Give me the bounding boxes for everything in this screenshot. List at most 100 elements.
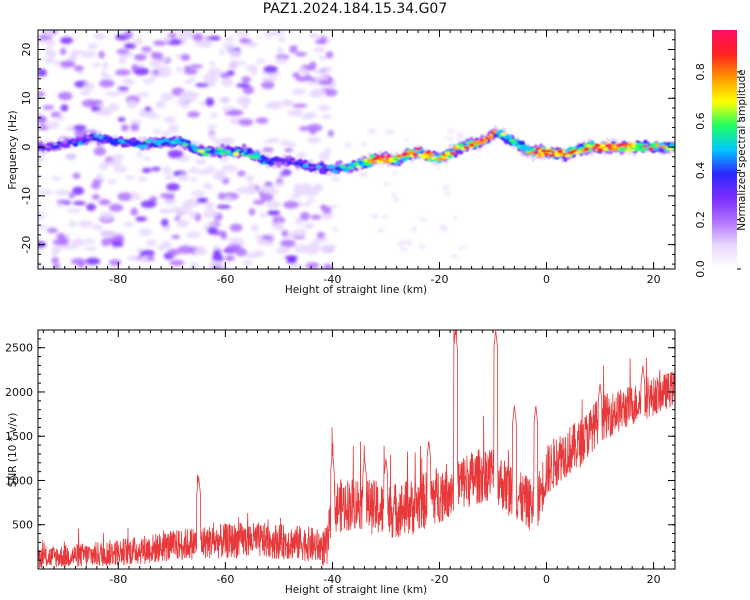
noise-blob: [83, 82, 95, 92]
noise-blob: [263, 65, 278, 74]
noise-blob: [272, 216, 286, 225]
noise-blob: [283, 200, 299, 209]
noise-blob: [371, 213, 379, 219]
ridge-mark: [88, 134, 95, 138]
noise-blob: [72, 201, 86, 206]
ridge-mark: [283, 158, 290, 162]
ridge-mark: [329, 164, 336, 169]
noise-blob: [262, 147, 274, 153]
noise-blob: [123, 30, 134, 39]
noise-blob: [248, 208, 256, 216]
noise-blob: [287, 231, 295, 239]
noise-blob: [224, 36, 235, 42]
noise-blob: [60, 47, 67, 56]
noise-blob: [167, 149, 184, 159]
noise-blob: [457, 136, 464, 142]
noise-blob: [43, 57, 55, 64]
top-x-axis: -80 -60 -40 -20 0 20: [42, 30, 676, 286]
ridge-mark: [506, 135, 513, 139]
noise-blob: [92, 224, 103, 231]
noise-blob: [315, 185, 323, 193]
noise-blob: [269, 30, 286, 36]
noise-blob: [236, 30, 250, 37]
noise-blob: [130, 123, 140, 132]
noise-blob: [259, 185, 276, 194]
noise-blob: [313, 237, 322, 244]
x-tick-label: 20: [647, 273, 661, 286]
y-tick-label: 2500: [5, 342, 33, 355]
noise-blob: [121, 124, 129, 132]
noise-blob: [318, 55, 327, 60]
ridge-mark: [423, 154, 430, 158]
noise-blob: [100, 231, 116, 239]
noise-blob: [259, 212, 267, 218]
ridge-mark: [626, 143, 633, 147]
noise-blob: [381, 215, 390, 219]
noise-blob: [180, 53, 191, 61]
noise-blob: [38, 189, 53, 196]
noise-blob: [325, 51, 334, 59]
noise-blob: [318, 152, 330, 161]
noise-blob: [300, 69, 310, 75]
noise-blob: [60, 36, 73, 45]
noise-blob: [38, 68, 47, 77]
ridge-mark: [321, 164, 328, 168]
noise-blob: [72, 186, 85, 196]
noise-blob: [52, 263, 61, 269]
noise-blob: [324, 88, 338, 97]
ridge-mark: [96, 139, 103, 142]
noise-blob: [224, 196, 233, 203]
ridge-mark: [131, 142, 138, 147]
noise-blob: [203, 73, 219, 83]
noise-blob: [135, 216, 148, 222]
noise-blob: [275, 57, 287, 65]
noise-blob: [45, 30, 53, 37]
ridge-mark: [267, 161, 274, 166]
ridge-mark: [246, 148, 253, 154]
ridge-mark: [225, 150, 232, 154]
bottom-x-axis: -80 -60 -40 -20 0 20: [42, 330, 676, 586]
y-tick-label: 20: [20, 43, 33, 57]
noise-blob: [180, 90, 195, 100]
noise-blob: [85, 257, 101, 266]
noise-blob: [151, 51, 159, 60]
noise-blob: [113, 165, 128, 173]
noise-blob: [143, 156, 151, 162]
noise-blob: [38, 224, 48, 230]
ridge-mark: [476, 141, 483, 146]
noise-blob: [183, 68, 198, 75]
noise-blob: [167, 248, 180, 256]
ridge-mark: [190, 143, 197, 148]
noise-blob: [117, 86, 130, 91]
noise-blob: [161, 131, 172, 137]
noise-blob: [442, 226, 447, 233]
y-tick-label: 2000: [5, 386, 33, 399]
noise-blob: [252, 199, 265, 205]
noise-blob: [205, 97, 215, 107]
ridge-mark: [160, 142, 167, 147]
ridge-mark: [647, 147, 654, 151]
ridge-mark: [594, 143, 601, 148]
noise-blob: [224, 111, 238, 116]
noise-blob: [456, 132, 465, 137]
noise-blob: [38, 211, 45, 221]
noise-blob: [60, 60, 76, 68]
noise-blob: [163, 115, 176, 124]
y-tick-label: 10: [20, 91, 33, 105]
ridge-mark: [575, 150, 582, 154]
ridge-mark: [412, 153, 419, 157]
noise-blob: [296, 151, 307, 160]
noise-blob: [138, 227, 153, 237]
noise-blob: [418, 217, 428, 222]
noise-blob: [185, 199, 196, 204]
noise-blob: [141, 167, 152, 173]
noise-blob: [189, 210, 197, 219]
noise-blob: [219, 97, 231, 103]
noise-blob: [38, 262, 44, 268]
snr-series-line: [38, 330, 675, 568]
noise-blob: [187, 111, 200, 118]
noise-blob: [453, 215, 458, 221]
noise-blob: [242, 85, 255, 95]
noise-blob: [361, 141, 367, 148]
noise-blob: [457, 245, 468, 249]
